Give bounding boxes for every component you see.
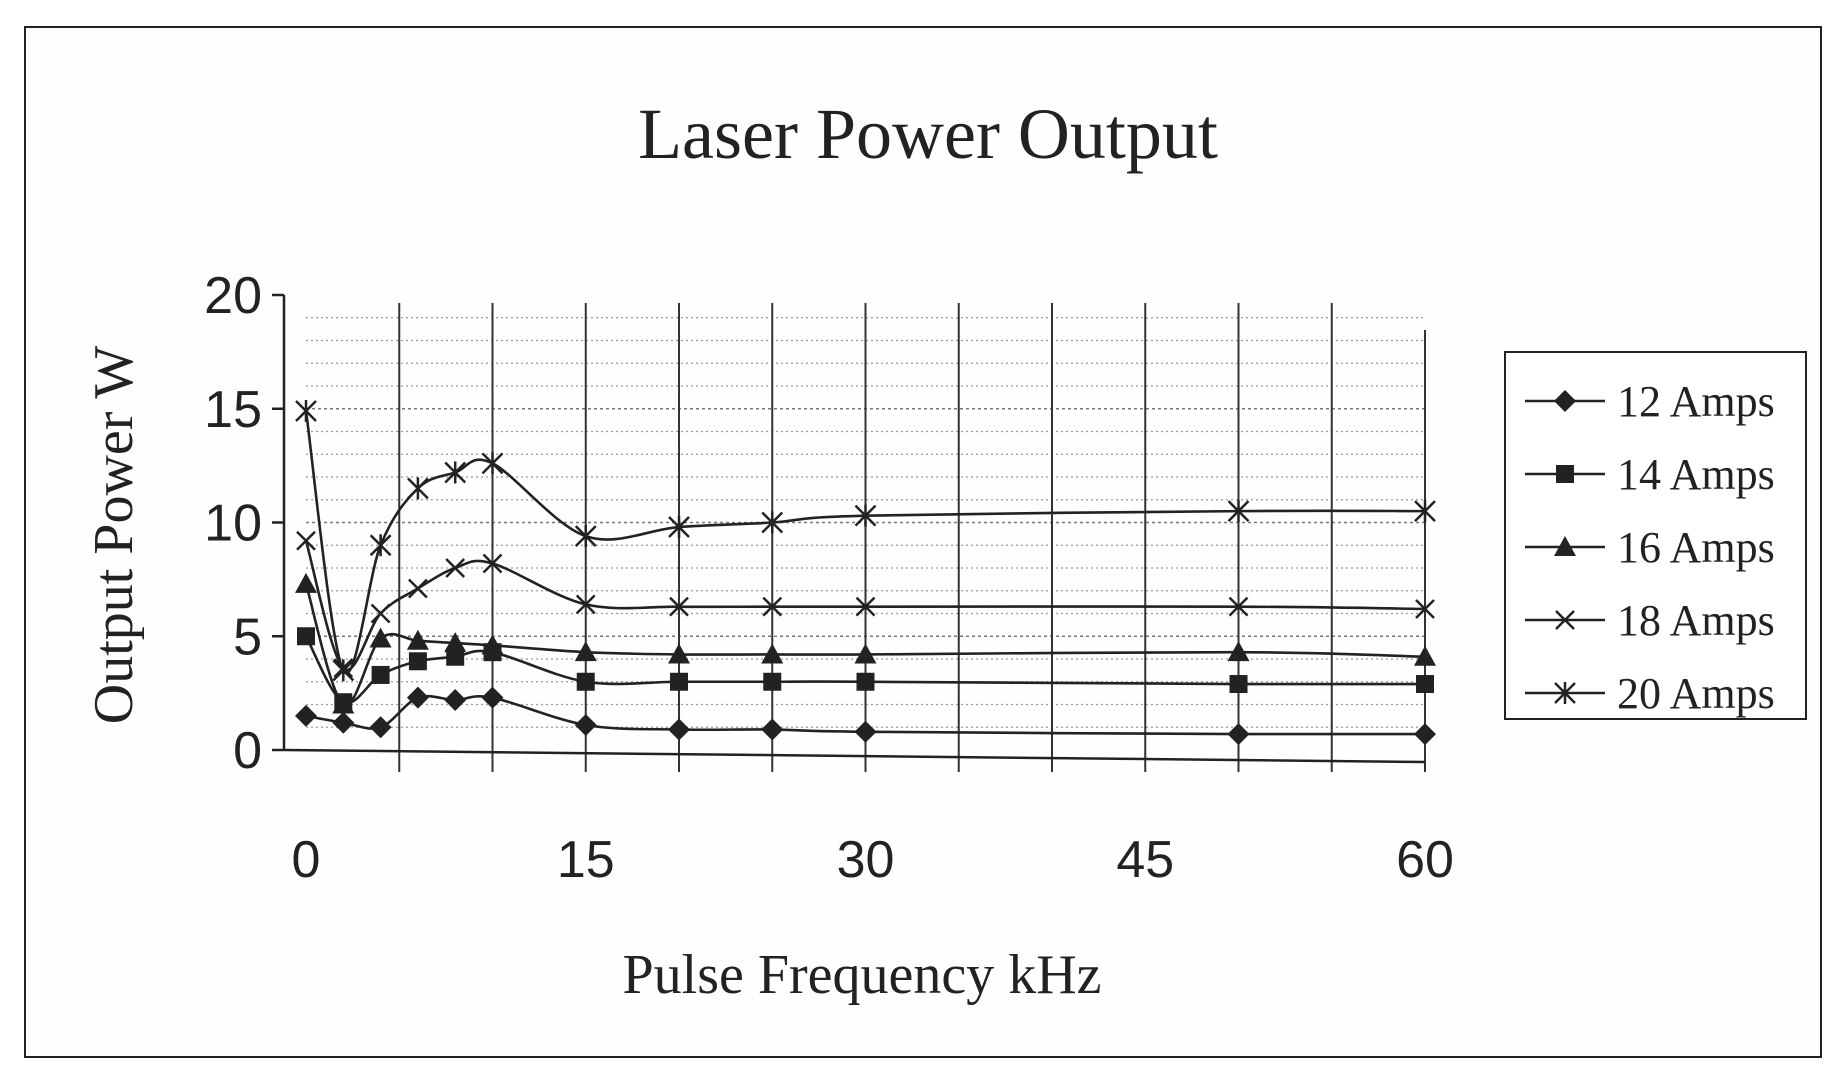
data-point-16-amps (406, 629, 429, 650)
legend-marker (1554, 536, 1576, 556)
data-point-20-amps (854, 504, 877, 527)
legend-label: 16 Amps (1617, 523, 1775, 572)
data-point-18-amps (482, 553, 503, 574)
data-point-20-amps (1414, 500, 1436, 523)
series-layer (295, 400, 1436, 746)
chart-legend: 12 Amps 14 Amps 16 Amps 18 Amps 20 Amps (1504, 351, 1807, 720)
data-point-20-amps (481, 452, 504, 475)
axis-layer: 0 5 10 15 20 0 15 30 45 60 (204, 267, 1454, 889)
legend-marker (1555, 610, 1575, 630)
data-point-12-amps (574, 713, 597, 736)
data-point-12-amps (668, 718, 690, 741)
legend-marker (1554, 390, 1576, 412)
legend-item-14-amps: 14 Amps (1525, 450, 1775, 499)
data-point-12-amps (295, 704, 317, 727)
data-point-18-amps (669, 596, 689, 617)
data-point-14-amps (856, 672, 875, 691)
data-point-12-amps (369, 716, 392, 739)
data-point-20-amps (369, 534, 392, 557)
y-axis-title: Output Power W (83, 346, 145, 725)
x-tick-label: 45 (1116, 831, 1174, 889)
data-point-14-amps (576, 672, 595, 691)
data-point-18-amps (855, 596, 876, 617)
x-axis-line (283, 748, 1426, 764)
series-16-amps (295, 572, 1436, 714)
data-point-12-amps (761, 718, 784, 741)
chart-title: Laser Power Output (638, 94, 1218, 174)
data-point-18-amps (370, 603, 391, 624)
data-point-18-amps (575, 594, 596, 615)
series-line-12-amps (305, 694, 1426, 736)
data-point-12-amps (444, 688, 467, 711)
data-point-12-amps (1414, 723, 1436, 746)
legend-item-12-amps: 12 Amps (1525, 377, 1775, 426)
data-point-18-amps (1228, 596, 1249, 617)
data-point-14-amps (763, 672, 782, 691)
data-point-14-amps (670, 672, 688, 691)
legend-item-18-amps: 18 Amps (1525, 596, 1775, 645)
data-point-16-amps (295, 572, 317, 593)
data-point-16-amps (1414, 645, 1436, 666)
data-point-14-amps (1229, 675, 1248, 694)
legend-item-16-amps: 16 Amps (1525, 523, 1775, 572)
data-point-16-amps (761, 643, 784, 664)
data-point-16-amps (574, 641, 597, 662)
y-tick-label: 5 (233, 608, 262, 666)
data-point-16-amps (668, 643, 690, 664)
data-point-16-amps (481, 634, 504, 655)
data-point-16-amps (444, 632, 467, 653)
data-point-16-amps (332, 693, 355, 714)
data-point-16-amps (369, 627, 392, 648)
series-12-amps (295, 686, 1436, 746)
data-point-12-amps (854, 720, 877, 743)
x-tick-label: 30 (837, 831, 895, 889)
x-axis-title: Pulse Frequency kHz (622, 944, 1101, 1006)
grid-layer (306, 303, 1426, 772)
data-point-16-amps (1227, 641, 1250, 662)
data-point-20-amps (574, 525, 597, 548)
legend-marker (1554, 682, 1576, 704)
x-tick-label: 60 (1396, 831, 1454, 889)
data-point-14-amps (297, 627, 315, 646)
y-tick-label: 10 (204, 495, 262, 553)
data-point-18-amps (762, 596, 783, 617)
series-line-20-amps (304, 410, 1426, 675)
x-tick-label: 0 (292, 831, 321, 889)
y-tick-label: 20 (204, 267, 262, 325)
y-tick-label: 0 (233, 722, 262, 780)
legend-label: 18 Amps (1617, 596, 1775, 645)
x-tick-label: 15 (557, 831, 615, 889)
data-point-20-amps (332, 659, 355, 682)
data-point-18-amps (408, 578, 428, 599)
legend-label: 14 Amps (1617, 450, 1775, 499)
series-20-amps (295, 400, 1436, 682)
data-point-20-amps (444, 461, 467, 484)
legend-box (1504, 351, 1807, 720)
series-18-amps (296, 530, 1435, 678)
legend-label: 12 Amps (1617, 377, 1775, 426)
data-point-20-amps (1227, 500, 1250, 523)
legend-item-20-amps: 20 Amps (1525, 669, 1775, 718)
data-point-12-amps (332, 711, 355, 734)
data-point-18-amps (296, 530, 316, 551)
data-point-20-amps (761, 511, 784, 534)
data-point-12-amps (406, 686, 429, 709)
data-point-20-amps (407, 477, 429, 500)
legend-marker (1556, 465, 1574, 483)
data-point-14-amps (1416, 675, 1434, 694)
legend-label: 20 Amps (1617, 669, 1775, 718)
data-point-16-amps (854, 643, 877, 664)
data-point-14-amps (408, 652, 427, 671)
data-point-12-amps (1227, 723, 1250, 746)
data-point-14-amps (371, 665, 390, 684)
data-point-20-amps (295, 400, 317, 423)
data-point-12-amps (481, 686, 504, 709)
data-point-20-amps (668, 516, 690, 539)
data-point-18-amps (1415, 599, 1435, 619)
data-point-14-amps (446, 647, 465, 666)
y-tick-label: 15 (204, 381, 262, 439)
data-point-18-amps (445, 558, 466, 578)
